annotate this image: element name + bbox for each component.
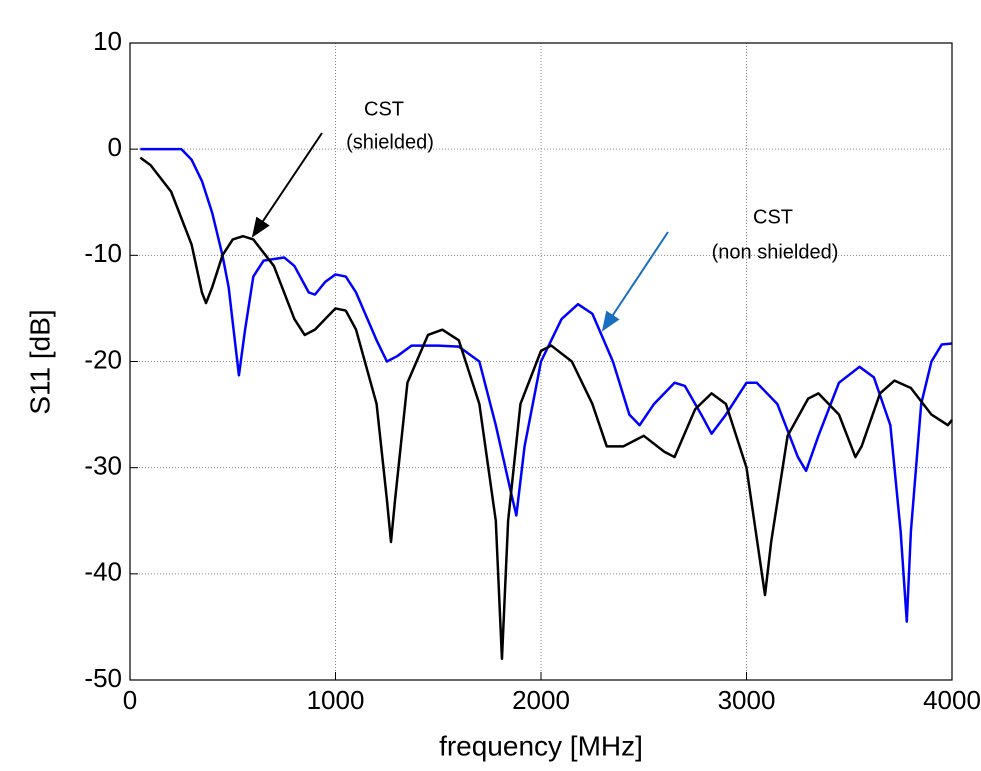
y-tick-label: -40 [84,557,122,587]
y-tick-label: 10 [93,26,122,56]
annotation: (shielded) [346,131,434,153]
annotation: CST [753,206,793,228]
x-tick-label: 0 [123,685,137,715]
annotation-arrow [251,132,323,238]
x-tick-label: 3000 [718,685,776,715]
x-tick-label: 4000 [923,685,981,715]
x-tick-label: 1000 [307,685,365,715]
plot-frame [129,42,953,681]
x-tick-label: 2000 [512,685,570,715]
y-tick-label: -50 [84,663,122,693]
y-tick-label: -10 [84,238,122,268]
y-tick-label: -30 [84,451,122,481]
annotation: CST [364,98,404,120]
y-tick-label: 0 [108,132,122,162]
series-line [139,156,953,661]
y-tick-label: -20 [84,344,122,374]
annotation: (non shielded) [712,241,839,263]
lines [139,147,953,661]
y-axis-label: S11 [dB] [24,309,55,414]
x-axis-label: frequency [MHz] [439,730,643,761]
annotation-arrow [601,231,669,332]
series-line [140,147,953,623]
